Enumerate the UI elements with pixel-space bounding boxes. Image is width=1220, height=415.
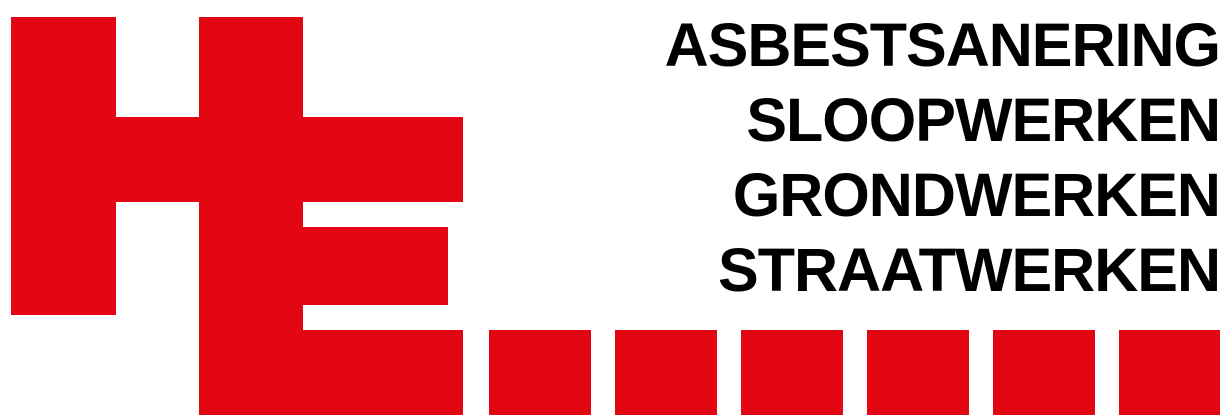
logo-e-bottom-arm: [303, 330, 463, 415]
logo-block: [615, 330, 717, 415]
logo-e-top-arm: [303, 117, 463, 202]
service-straatwerken: STRAATWERKEN: [718, 236, 1220, 304]
service-grondwerken: GRONDWERKEN: [732, 161, 1220, 229]
service-sloopwerken: SLOOPWERKEN: [746, 86, 1220, 154]
logo-e-spine: [199, 17, 303, 415]
service-asbestsanering: ASBESTSANERING: [664, 11, 1220, 79]
logo-mark: [11, 17, 463, 415]
logo-e-middle-arm: [303, 227, 448, 305]
logo-block: [741, 330, 843, 415]
logo-blocks: [489, 330, 1220, 415]
logo-block: [867, 330, 969, 415]
services-list: ASBESTSANERING SLOOPWERKEN GRONDWERKEN S…: [580, 8, 1220, 308]
logo-block: [1119, 330, 1220, 415]
logo-block: [489, 330, 591, 415]
logo-block: [993, 330, 1095, 415]
logo-h-crossbar: [116, 117, 201, 202]
logo-h-left-stem: [11, 17, 116, 315]
